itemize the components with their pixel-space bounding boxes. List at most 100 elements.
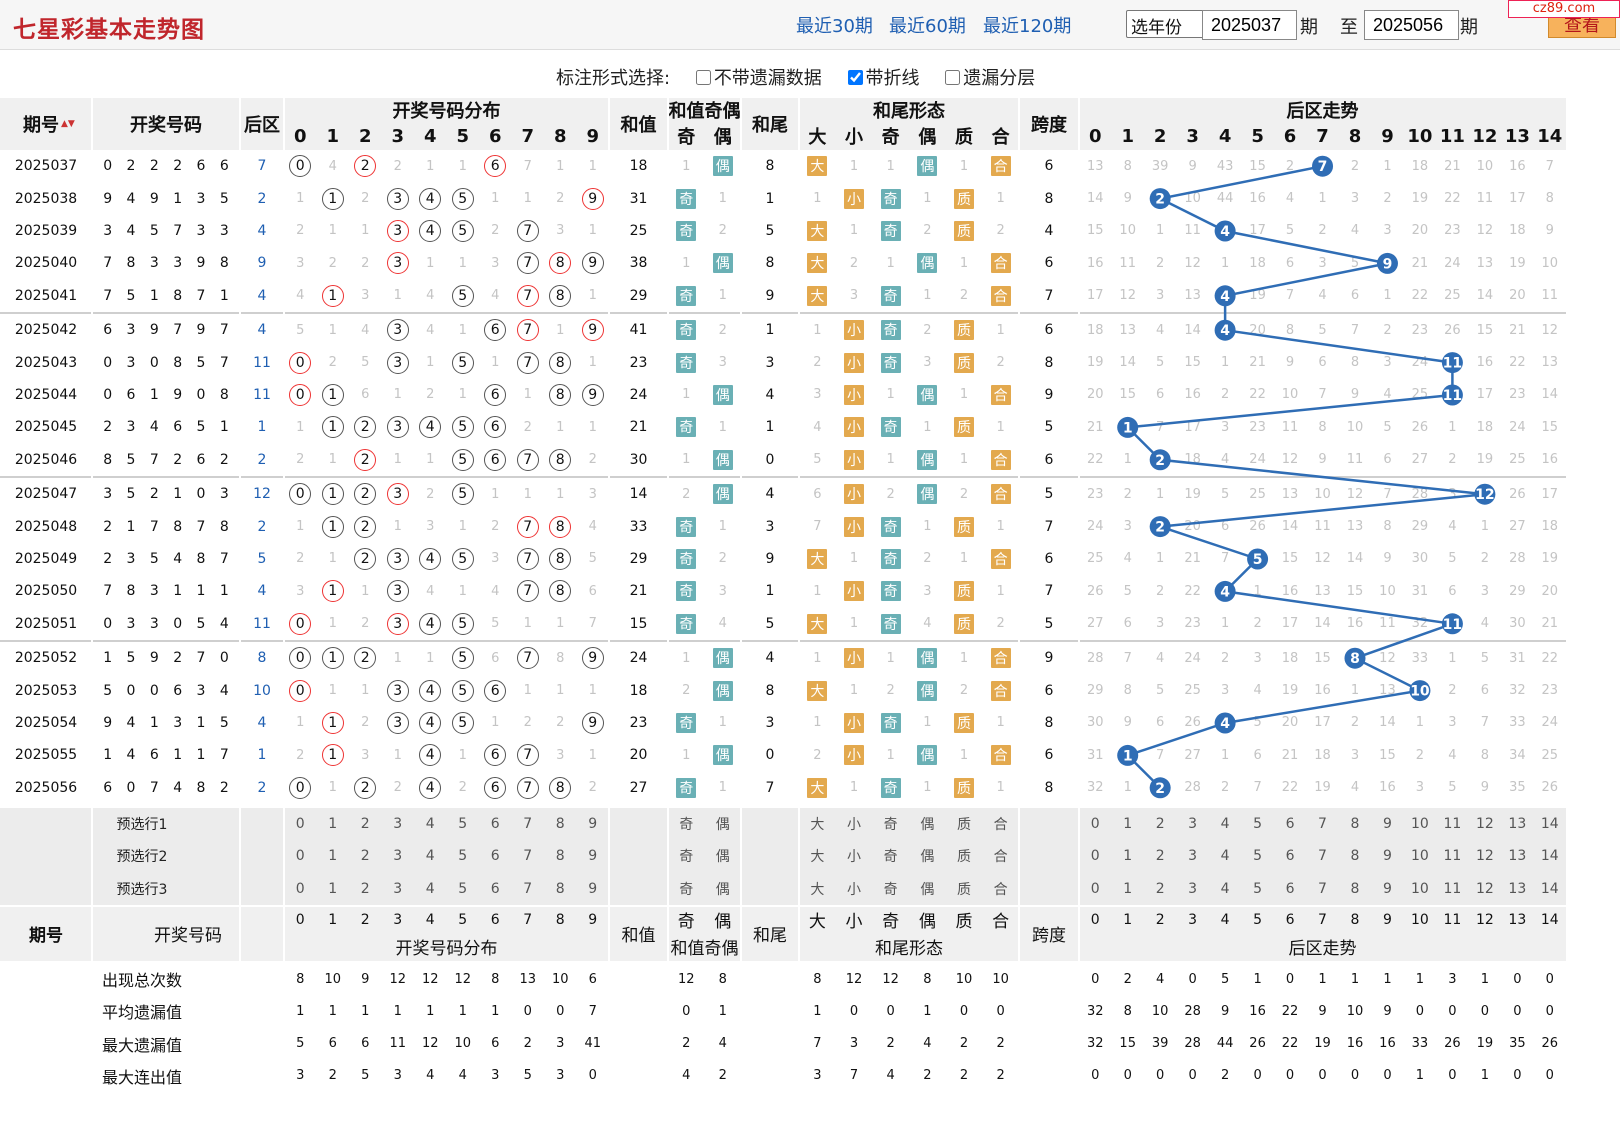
preselect-back[interactable]: 1	[1111, 808, 1144, 841]
preselect-back[interactable]: 0	[1079, 840, 1112, 873]
preselect-digit[interactable]: 4	[414, 808, 447, 841]
preselect-digit[interactable]: 3	[381, 872, 414, 905]
option-miss-layer[interactable]: 遗漏分层	[945, 68, 1035, 89]
option-no-miss[interactable]: 不带遗漏数据	[695, 68, 822, 89]
preselect-oe[interactable]: 偶	[704, 840, 741, 873]
preselect-back[interactable]: 7	[1306, 840, 1339, 873]
preselect-digit[interactable]: 0	[284, 840, 317, 873]
preselect-digit[interactable]: 5	[446, 808, 479, 841]
preselect-digit[interactable]: 5	[446, 840, 479, 873]
option-polyline-checkbox[interactable]	[847, 70, 863, 85]
period-header[interactable]: 期号 ▲▼	[0, 98, 92, 150]
preselect-shape[interactable]: 大	[799, 840, 836, 873]
preselect-digit[interactable]: 1	[316, 840, 349, 873]
preselect-shape[interactable]: 质	[945, 872, 983, 905]
preselect-back[interactable]: 10	[1403, 808, 1437, 841]
preselect-back[interactable]: 1	[1111, 872, 1144, 905]
preselect-back[interactable]: 6	[1273, 840, 1307, 873]
preselect-digit[interactable]: 6	[479, 808, 512, 841]
preselect-digit[interactable]: 9	[576, 840, 609, 873]
preselect-digit[interactable]: 9	[576, 808, 609, 841]
preselect-back[interactable]: 5	[1241, 840, 1274, 873]
preselect-digit[interactable]: 8	[544, 872, 577, 905]
preselect-back[interactable]: 3	[1176, 872, 1209, 905]
preselect-back[interactable]: 8	[1338, 872, 1372, 905]
preselect-digit[interactable]: 8	[544, 840, 577, 873]
preselect-shape[interactable]: 奇	[872, 840, 909, 873]
preselect-back[interactable]: 2	[1143, 840, 1177, 873]
preselect-shape[interactable]: 奇	[872, 872, 909, 905]
preselect-back[interactable]: 13	[1501, 808, 1534, 841]
sort-icon[interactable]: ▲▼	[61, 119, 75, 129]
preselect-back[interactable]: 4	[1208, 840, 1242, 873]
preselect-digit[interactable]: 6	[479, 872, 512, 905]
preselect-digit[interactable]: 1	[316, 808, 349, 841]
preselect-digit[interactable]: 7	[511, 840, 544, 873]
preselect-digit[interactable]: 6	[479, 840, 512, 873]
preselect-digit[interactable]: 2	[349, 808, 382, 841]
preselect-shape[interactable]: 偶	[909, 840, 946, 873]
preselect-back[interactable]: 14	[1533, 872, 1567, 905]
preselect-digit[interactable]: 7	[511, 808, 544, 841]
preselect-back[interactable]: 2	[1143, 872, 1177, 905]
preselect-oe[interactable]: 偶	[704, 872, 741, 905]
preselect-back[interactable]: 13	[1501, 872, 1534, 905]
preselect-back[interactable]: 7	[1306, 872, 1339, 905]
preselect-digit[interactable]: 9	[576, 872, 609, 905]
preselect-back[interactable]: 5	[1241, 872, 1274, 905]
option-miss-layer-checkbox[interactable]	[945, 70, 961, 85]
preselect-back[interactable]: 11	[1436, 840, 1469, 873]
preselect-back[interactable]: 14	[1533, 808, 1567, 841]
preselect-back[interactable]: 8	[1338, 840, 1372, 873]
preselect-shape[interactable]: 小	[835, 808, 873, 841]
preselect-oe[interactable]: 奇	[668, 840, 705, 873]
preselect-digit[interactable]: 4	[414, 840, 447, 873]
preselect-oe[interactable]: 奇	[668, 872, 705, 905]
preselect-digit[interactable]: 3	[381, 808, 414, 841]
preselect-shape[interactable]: 合	[982, 840, 1019, 873]
preselect-shape[interactable]: 偶	[909, 872, 946, 905]
preselect-shape[interactable]: 奇	[872, 808, 909, 841]
preselect-shape[interactable]: 大	[799, 872, 836, 905]
option-no-miss-checkbox[interactable]	[695, 70, 711, 85]
preselect-digit[interactable]: 2	[349, 840, 382, 873]
preselect-back[interactable]: 14	[1533, 840, 1567, 873]
preselect-back[interactable]: 7	[1306, 808, 1339, 841]
preselect-digit[interactable]: 3	[381, 840, 414, 873]
to-period-input[interactable]	[1364, 10, 1459, 40]
preselect-digit[interactable]: 7	[511, 872, 544, 905]
preselect-back[interactable]: 9	[1371, 840, 1404, 873]
preselect-back[interactable]: 4	[1208, 808, 1242, 841]
preselect-shape[interactable]: 小	[835, 840, 873, 873]
period-footer-header[interactable]: 期号	[0, 906, 92, 961]
recent-60-link[interactable]: 最近60期	[889, 16, 966, 37]
preselect-back[interactable]: 10	[1403, 872, 1437, 905]
preselect-back[interactable]: 3	[1176, 808, 1209, 841]
preselect-digit[interactable]: 8	[544, 808, 577, 841]
preselect-shape[interactable]: 合	[982, 872, 1019, 905]
option-polyline[interactable]: 带折线	[847, 68, 920, 89]
preselect-digit[interactable]: 0	[284, 808, 317, 841]
preselect-back[interactable]: 9	[1371, 872, 1404, 905]
preselect-back[interactable]: 11	[1436, 808, 1469, 841]
recent-120-link[interactable]: 最近120期	[983, 16, 1072, 37]
preselect-back[interactable]: 13	[1501, 840, 1534, 873]
preselect-back[interactable]: 12	[1468, 808, 1502, 841]
preselect-back[interactable]: 6	[1273, 808, 1307, 841]
preselect-back[interactable]: 0	[1079, 872, 1112, 905]
preselect-digit[interactable]: 5	[446, 872, 479, 905]
preselect-digit[interactable]: 1	[316, 872, 349, 905]
preselect-back[interactable]: 12	[1468, 872, 1502, 905]
preselect-back[interactable]: 12	[1468, 840, 1502, 873]
preselect-shape[interactable]: 质	[945, 840, 983, 873]
preselect-shape[interactable]: 质	[945, 808, 983, 841]
preselect-back[interactable]: 0	[1079, 808, 1112, 841]
preselect-back[interactable]: 6	[1273, 872, 1307, 905]
preselect-back[interactable]: 8	[1338, 808, 1372, 841]
preselect-shape[interactable]: 偶	[909, 808, 946, 841]
preselect-digit[interactable]: 4	[414, 872, 447, 905]
preselect-digit[interactable]: 2	[349, 872, 382, 905]
preselect-digit[interactable]: 0	[284, 872, 317, 905]
preselect-back[interactable]: 1	[1111, 840, 1144, 873]
recent-30-link[interactable]: 最近30期	[796, 16, 873, 37]
